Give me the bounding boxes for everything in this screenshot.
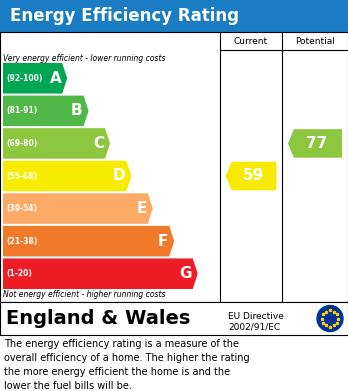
- Text: England & Wales: England & Wales: [6, 309, 190, 328]
- Text: (1-20): (1-20): [6, 269, 32, 278]
- Polygon shape: [3, 128, 110, 159]
- Text: Current: Current: [234, 36, 268, 45]
- Circle shape: [317, 305, 343, 332]
- Bar: [0, 302, 348, 335]
- Polygon shape: [288, 129, 342, 158]
- Polygon shape: [3, 161, 132, 191]
- Polygon shape: [3, 63, 67, 93]
- Polygon shape: [226, 162, 276, 190]
- Text: A: A: [49, 71, 61, 86]
- Text: (21-38): (21-38): [6, 237, 37, 246]
- Bar: [0, 32, 348, 302]
- Text: F: F: [158, 234, 168, 249]
- Text: EU Directive: EU Directive: [228, 312, 284, 321]
- Text: (81-91): (81-91): [6, 106, 37, 115]
- Text: 59: 59: [242, 169, 264, 183]
- Text: (55-68): (55-68): [6, 172, 37, 181]
- Polygon shape: [3, 226, 174, 256]
- Text: Not energy efficient - higher running costs: Not energy efficient - higher running co…: [3, 290, 166, 299]
- Text: 2002/91/EC: 2002/91/EC: [228, 322, 280, 331]
- Text: E: E: [136, 201, 147, 216]
- Bar: [0, 0, 348, 32]
- Text: (69-80): (69-80): [6, 139, 37, 148]
- Text: Potential: Potential: [295, 36, 335, 45]
- Text: 77: 77: [306, 136, 327, 151]
- Text: B: B: [71, 103, 82, 118]
- Text: G: G: [179, 266, 192, 281]
- Polygon shape: [3, 258, 198, 289]
- Text: The energy efficiency rating is a measure of the
overall efficiency of a home. T: The energy efficiency rating is a measur…: [4, 339, 250, 391]
- Text: (39-54): (39-54): [6, 204, 37, 213]
- Text: Very energy efficient - lower running costs: Very energy efficient - lower running co…: [3, 54, 166, 63]
- Polygon shape: [3, 193, 153, 224]
- Text: (92-100): (92-100): [6, 74, 42, 83]
- Text: D: D: [113, 169, 125, 183]
- Text: Energy Efficiency Rating: Energy Efficiency Rating: [10, 7, 239, 25]
- Text: C: C: [93, 136, 104, 151]
- Polygon shape: [3, 95, 89, 126]
